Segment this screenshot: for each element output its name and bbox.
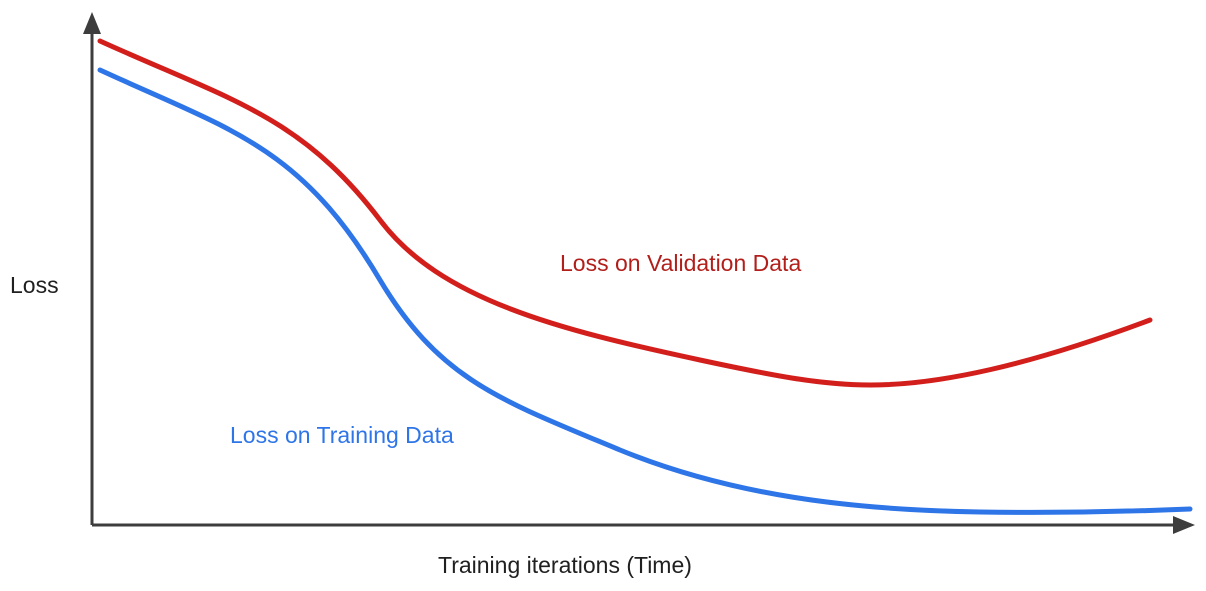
y-axis-arrow-icon [83,12,101,34]
validation-series-label: Loss on Validation Data [560,250,801,277]
chart-svg [0,0,1206,591]
validation-loss-curve [100,41,1150,385]
x-axis-arrow-icon [1173,516,1195,534]
training-series-label: Loss on Training Data [230,422,454,449]
x-axis-label: Training iterations (Time) [438,552,692,579]
loss-chart: Loss Training iterations (Time) Loss on Va… [0,0,1206,591]
y-axis-label: Loss [10,272,59,299]
